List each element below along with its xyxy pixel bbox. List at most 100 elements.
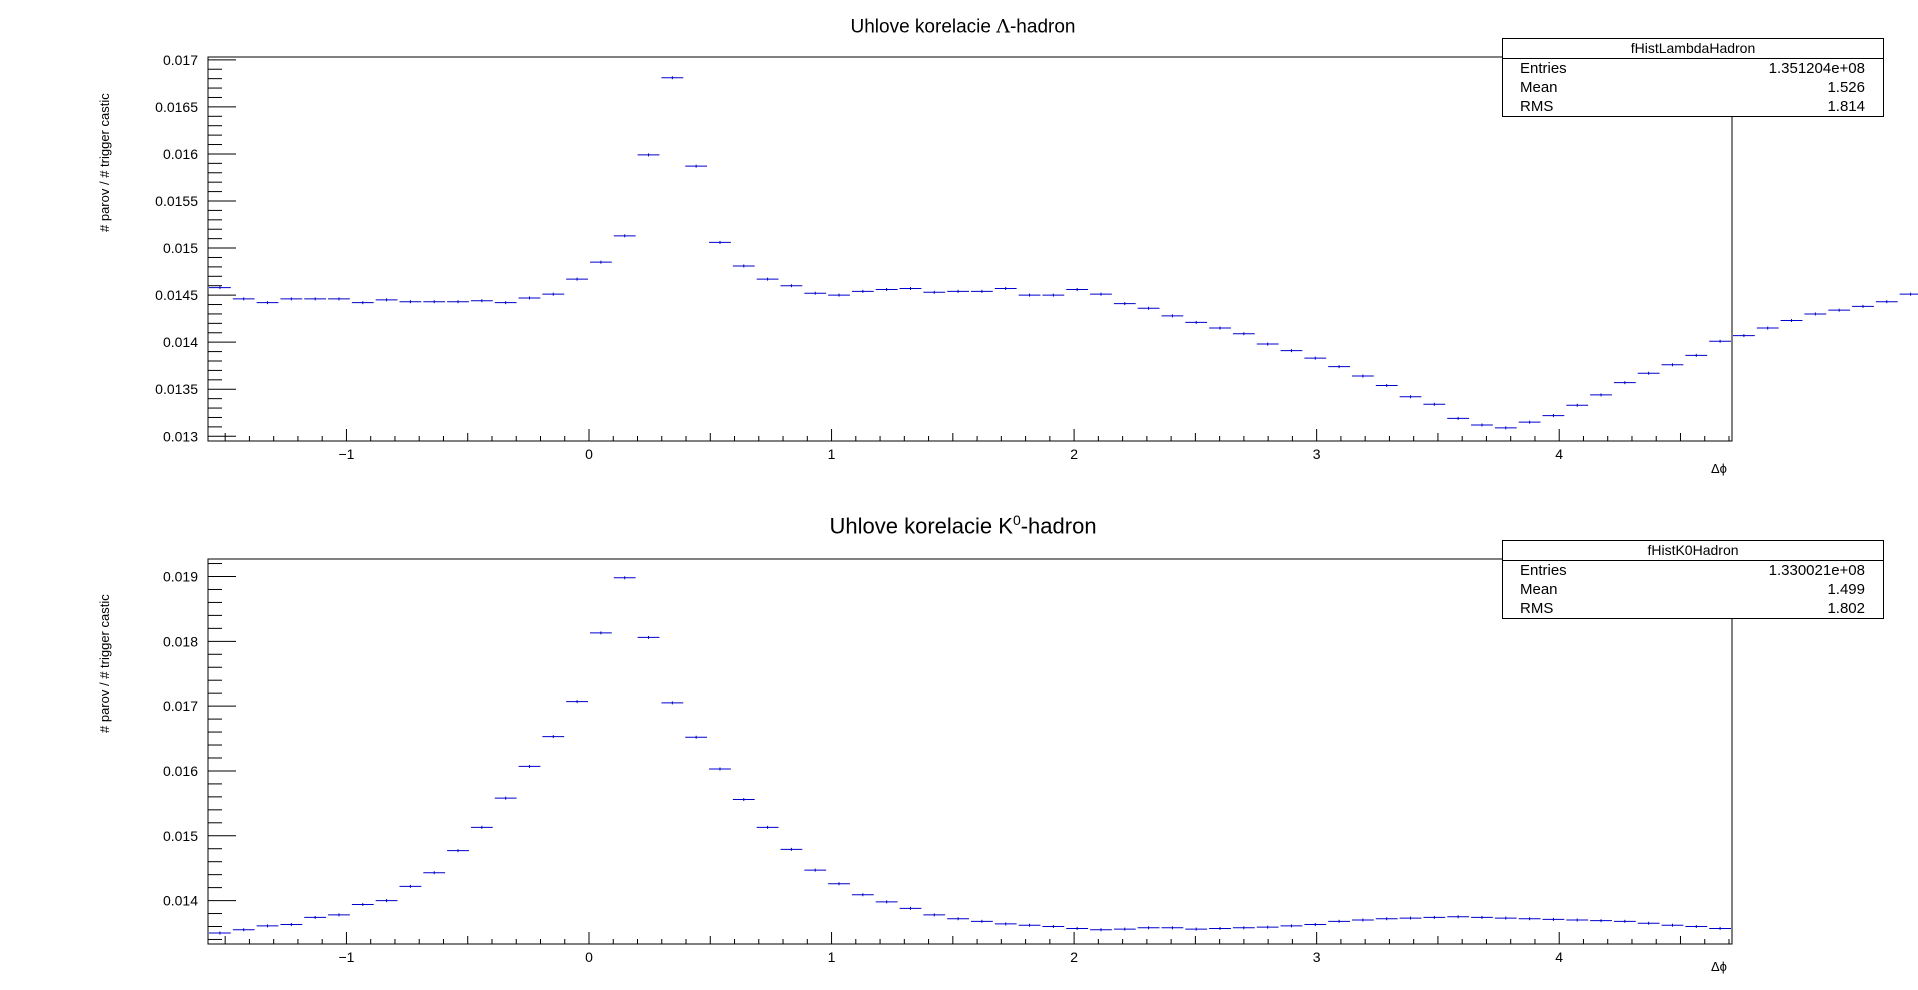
stats-row-rms: RMS 1.814 bbox=[1503, 97, 1883, 116]
histogram-bin bbox=[304, 297, 327, 301]
histogram-bin bbox=[1209, 926, 1231, 930]
y-tick-label: 0.0135 bbox=[155, 381, 198, 397]
y-tick-label: 0.017 bbox=[163, 698, 198, 714]
histogram-bin bbox=[1518, 420, 1541, 424]
histogram-bin bbox=[971, 289, 993, 293]
histogram-bin bbox=[1113, 302, 1136, 306]
histogram-bin bbox=[804, 868, 827, 872]
y-tick-label: 0.017 bbox=[163, 52, 198, 68]
x-tick-label: 2 bbox=[1070, 446, 1078, 462]
chart-title-superscript: 0 bbox=[1012, 512, 1021, 528]
y-tick-label: 0.014 bbox=[163, 334, 198, 350]
y-tick-label: 0.014 bbox=[163, 893, 198, 909]
histogram-bin bbox=[709, 240, 731, 244]
histogram-bin bbox=[994, 287, 1017, 291]
histogram-bin bbox=[637, 153, 660, 157]
histogram-bin bbox=[1066, 287, 1089, 291]
histogram-bin bbox=[1304, 923, 1327, 927]
histogram-bin bbox=[1613, 919, 1636, 923]
histogram-bin bbox=[1542, 917, 1565, 921]
histogram-bin bbox=[1423, 402, 1446, 406]
histogram-bin bbox=[1566, 403, 1589, 407]
histogram-bin bbox=[613, 234, 636, 238]
histogram-bin bbox=[1352, 374, 1374, 378]
histogram-bin bbox=[590, 260, 612, 264]
histogram-bin bbox=[351, 301, 374, 305]
histogram-bin bbox=[1780, 319, 1803, 323]
x-tick-label: 3 bbox=[1313, 446, 1321, 462]
stats-box: fHistLambdaHadron Entries 1.351204e+08 Me… bbox=[1502, 38, 1884, 117]
stats-row-entries: Entries 1.330021e+08 bbox=[1503, 561, 1883, 580]
histogram-bin bbox=[470, 825, 493, 829]
stats-value: 1.351204e+08 bbox=[1768, 60, 1865, 77]
y-tick-label: 0.013 bbox=[163, 428, 198, 444]
histogram-bin bbox=[637, 635, 660, 639]
histogram-series bbox=[209, 576, 1731, 935]
histogram-bin bbox=[1042, 293, 1065, 297]
histogram-bin bbox=[1352, 918, 1374, 922]
histogram-bin bbox=[1494, 916, 1517, 920]
stats-histogram-name: fHistLambdaHadron bbox=[1503, 39, 1883, 59]
histogram-bin bbox=[1661, 923, 1684, 927]
histogram-bin bbox=[375, 298, 398, 302]
histogram-bin bbox=[1304, 356, 1327, 360]
x-tick-label: 2 bbox=[1070, 949, 1078, 965]
y-tick-label: 0.019 bbox=[163, 569, 198, 585]
histogram-bin bbox=[875, 900, 898, 904]
x-axis-label: Δϕ bbox=[1711, 461, 1727, 476]
histogram-bin bbox=[1137, 306, 1160, 310]
plot-frame bbox=[207, 56, 1733, 442]
histogram-bin bbox=[1256, 342, 1279, 346]
histogram-bin bbox=[1899, 292, 1918, 296]
histogram-bin bbox=[1733, 334, 1755, 338]
histogram-bin bbox=[899, 906, 922, 910]
histogram-bin bbox=[971, 919, 993, 923]
histogram-bin bbox=[256, 924, 279, 928]
chart-title: Uhlove korelacie Λ-hadron bbox=[851, 12, 1076, 38]
chart-title-suffix: -hadron bbox=[1009, 16, 1076, 38]
y-axis-label: # parov / # trigger castic bbox=[97, 594, 112, 733]
histogram-bin bbox=[828, 293, 850, 297]
histogram-bin bbox=[328, 297, 350, 301]
histogram-bin bbox=[590, 631, 612, 635]
histogram-bin bbox=[947, 917, 969, 921]
histogram-bin bbox=[1566, 918, 1589, 922]
stats-histogram-name: fHistK0Hadron bbox=[1503, 541, 1883, 561]
histogram-bin bbox=[256, 301, 279, 305]
histogram-bin bbox=[423, 300, 446, 304]
stats-row-mean: Mean 1.526 bbox=[1503, 78, 1883, 97]
histogram-bin bbox=[1280, 924, 1303, 928]
histogram-bin bbox=[756, 277, 779, 281]
histogram-series bbox=[209, 76, 1918, 430]
histogram-bin bbox=[447, 849, 469, 853]
histogram-bin bbox=[232, 928, 255, 932]
chart-title: Uhlove korelacie K0-hadron bbox=[830, 512, 1097, 539]
histogram-bin bbox=[1375, 383, 1398, 387]
y-tick-label: 0.015 bbox=[163, 828, 198, 844]
histogram-bin bbox=[304, 915, 327, 919]
histogram-bin bbox=[709, 767, 731, 771]
histogram-bin bbox=[994, 922, 1017, 926]
stats-box: fHistK0Hadron Entries 1.330021e+08 Mean 1.… bbox=[1502, 540, 1884, 619]
stats-label: Entries bbox=[1520, 60, 1567, 77]
histogram-bin bbox=[1709, 339, 1731, 343]
histogram-bin bbox=[280, 923, 303, 927]
histogram-bin bbox=[1685, 353, 1708, 357]
histogram-bin bbox=[1471, 423, 1493, 427]
histogram-bin bbox=[494, 796, 517, 800]
histogram-bin bbox=[1018, 293, 1041, 297]
histogram-bin bbox=[1661, 363, 1684, 367]
histogram-bin bbox=[1399, 916, 1422, 920]
plot-frame bbox=[207, 558, 1733, 945]
x-tick-label: 0 bbox=[585, 446, 593, 462]
stats-row-entries: Entries 1.351204e+08 bbox=[1503, 59, 1883, 78]
histogram-bin bbox=[661, 76, 684, 80]
histogram-bin bbox=[1256, 925, 1279, 929]
y-axis-label: # parov / # trigger castic bbox=[97, 93, 112, 232]
histogram-bin bbox=[566, 700, 588, 704]
histogram-bin bbox=[494, 301, 517, 305]
histogram-bin bbox=[1018, 923, 1041, 927]
histogram-bin bbox=[399, 884, 422, 888]
histogram-bin bbox=[1399, 395, 1422, 399]
